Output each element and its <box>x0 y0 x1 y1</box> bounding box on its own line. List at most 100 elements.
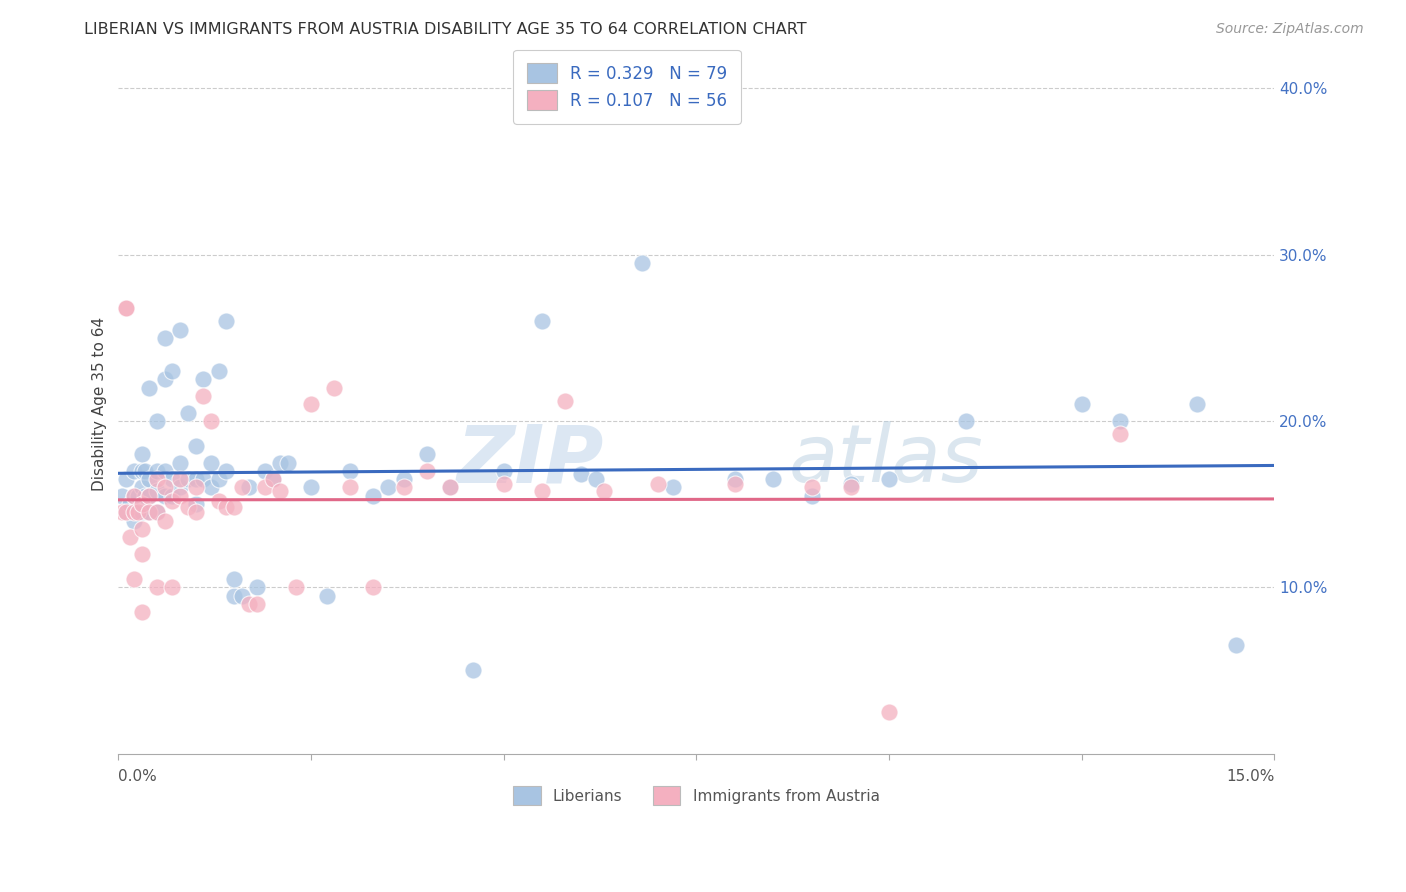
Text: ZIP: ZIP <box>457 421 605 500</box>
Point <box>193 472 215 486</box>
Point <box>569 467 592 482</box>
Point <box>215 464 238 478</box>
Text: LIBERIAN VS IMMIGRANTS FROM AUSTRIA DISABILITY AGE 35 TO 64 CORRELATION CHART: LIBERIAN VS IMMIGRANTS FROM AUSTRIA DISA… <box>84 22 807 37</box>
Point <box>762 472 785 486</box>
Point <box>131 547 153 561</box>
Point <box>138 472 160 486</box>
Point <box>146 505 169 519</box>
Point <box>877 705 900 719</box>
Point <box>127 505 149 519</box>
Point <box>111 489 134 503</box>
Point <box>115 505 138 519</box>
Text: Source: ZipAtlas.com: Source: ZipAtlas.com <box>1216 22 1364 37</box>
Point <box>184 497 207 511</box>
Point <box>118 530 141 544</box>
Point <box>122 489 145 503</box>
Point <box>162 493 184 508</box>
Point <box>392 480 415 494</box>
Point <box>231 480 253 494</box>
Point <box>146 505 169 519</box>
Point <box>647 477 669 491</box>
Point <box>153 489 176 503</box>
Point <box>200 480 222 494</box>
Point <box>138 505 160 519</box>
Point <box>1225 639 1247 653</box>
Point <box>131 505 153 519</box>
Point <box>146 472 169 486</box>
Point <box>253 480 276 494</box>
Point <box>131 497 153 511</box>
Point <box>184 505 207 519</box>
Point <box>492 464 515 478</box>
Point <box>153 464 176 478</box>
Point <box>1187 397 1209 411</box>
Point <box>1070 397 1092 411</box>
Point <box>169 456 191 470</box>
Point <box>153 480 176 494</box>
Point <box>146 464 169 478</box>
Point <box>138 489 160 503</box>
Point <box>662 480 685 494</box>
Point <box>131 480 153 494</box>
Point <box>146 580 169 594</box>
Point <box>724 477 747 491</box>
Point <box>153 372 176 386</box>
Text: 0.0%: 0.0% <box>118 769 157 784</box>
Point <box>231 589 253 603</box>
Point <box>461 664 484 678</box>
Point <box>169 322 191 336</box>
Point <box>361 580 384 594</box>
Point <box>238 597 260 611</box>
Point <box>215 314 238 328</box>
Text: atlas: atlas <box>789 421 984 500</box>
Point <box>631 256 654 270</box>
Point <box>269 483 291 498</box>
Point <box>284 580 307 594</box>
Point <box>531 314 554 328</box>
Point <box>193 372 215 386</box>
Point <box>169 472 191 486</box>
Point <box>169 480 191 494</box>
Point <box>207 472 229 486</box>
Point <box>1109 427 1132 442</box>
Point <box>131 605 153 619</box>
Point <box>222 572 245 586</box>
Point <box>492 477 515 491</box>
Point <box>184 439 207 453</box>
Point <box>222 589 245 603</box>
Point <box>415 447 437 461</box>
Point <box>801 480 824 494</box>
Point <box>169 489 191 503</box>
Point <box>162 364 184 378</box>
Point <box>839 480 862 494</box>
Point <box>115 505 138 519</box>
Point <box>262 472 284 486</box>
Point <box>361 489 384 503</box>
Point <box>238 480 260 494</box>
Point <box>138 381 160 395</box>
Point <box>554 394 576 409</box>
Point <box>215 500 238 515</box>
Point <box>127 489 149 503</box>
Point <box>184 480 207 494</box>
Point <box>131 464 153 478</box>
Point <box>177 406 200 420</box>
Point <box>593 483 616 498</box>
Point <box>339 464 361 478</box>
Point <box>801 489 824 503</box>
Point <box>122 572 145 586</box>
Point <box>131 522 153 536</box>
Point <box>162 489 184 503</box>
Point <box>115 301 138 315</box>
Point <box>138 489 160 503</box>
Point <box>377 480 399 494</box>
Point <box>299 397 322 411</box>
Point <box>134 464 156 478</box>
Point <box>177 500 200 515</box>
Point <box>269 456 291 470</box>
Point <box>439 480 461 494</box>
Point <box>246 580 269 594</box>
Point <box>439 480 461 494</box>
Point <box>200 414 222 428</box>
Point <box>115 472 138 486</box>
